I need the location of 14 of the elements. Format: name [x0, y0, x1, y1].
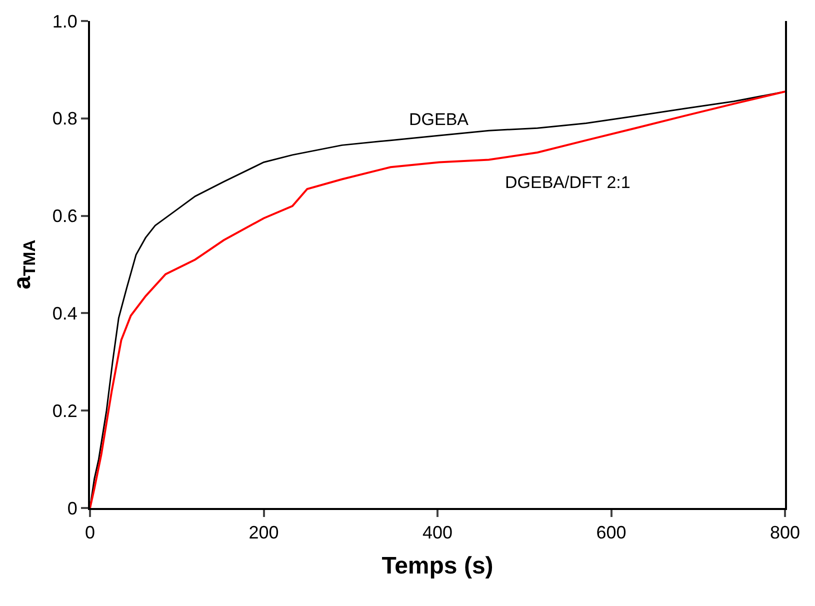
x-tick-label: 400 [422, 522, 453, 543]
y-tick-label: 0 [67, 498, 78, 518]
x-tick-label: 600 [596, 522, 626, 543]
x-tick-label: 200 [248, 522, 279, 543]
series-label: DGEBA/DFT 2:1 [505, 173, 630, 192]
x-tick-label: 0 [84, 522, 96, 543]
y-tick-label: 0.6 [52, 206, 78, 226]
y-tick-label: 0.2 [52, 400, 78, 421]
y-tick-label: 0.8 [52, 108, 78, 129]
x-tick-label: 800 [770, 522, 800, 543]
y-tick-label: 0.4 [52, 304, 78, 324]
x-axis-title: Temps (s) [382, 552, 494, 580]
y-tick-label: 1.0 [52, 11, 78, 32]
series-label: DGEBA [409, 110, 470, 129]
